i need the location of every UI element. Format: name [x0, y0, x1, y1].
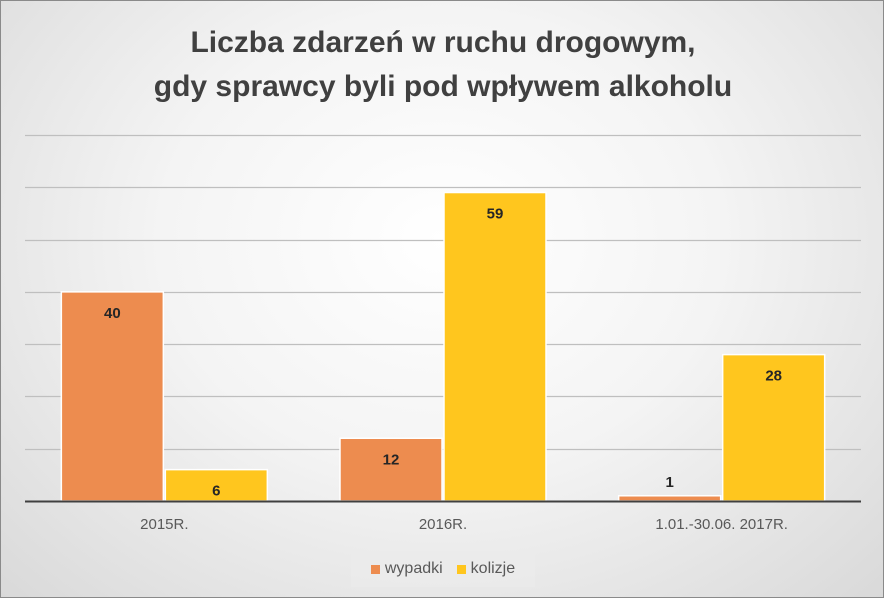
- bar-kolizje-1: [443, 191, 547, 502]
- chart-legend: wypadki kolizje: [351, 551, 535, 587]
- data-label-kolizje-2: 28: [765, 368, 782, 385]
- data-label-kolizje-0: 6: [212, 483, 220, 500]
- legend-item-wypadki: wypadki: [370, 560, 443, 578]
- bar-wypadki-1: [339, 437, 443, 502]
- bar-kolizje-0: [164, 468, 269, 502]
- data-label-wypadki-2: 1: [665, 474, 673, 491]
- legend-label-kolizje: kolizje: [470, 560, 516, 577]
- data-label-wypadki-0: 40: [104, 305, 121, 322]
- legend-item-kolizje: kolizje: [456, 560, 516, 578]
- bar-wypadki-0: [60, 291, 165, 502]
- bar-kolizje-2: [721, 353, 826, 502]
- legend-label-wypadki: wypadki: [384, 560, 443, 577]
- x-tick-label-2: 1.01.-30.06. 2017R.: [655, 516, 788, 533]
- chart-title-line-2: gdy sprawcy byli pod wpływem alkoholu: [153, 70, 733, 103]
- chart-title: Liczba zdarzeń w ruchu drogowym, gdy spr…: [1, 21, 883, 109]
- legend-swatch-kolizje: [456, 564, 466, 574]
- data-label-kolizje-1: 59: [487, 206, 504, 223]
- bar-wypadki-2: [617, 495, 722, 502]
- data-label-wypadki-1: 12: [383, 451, 400, 468]
- x-tick-label-1: 2016R.: [419, 516, 467, 533]
- chart-title-line-1: Liczba zdarzeń w ruchu drogowym,: [190, 26, 696, 59]
- legend-swatch-wypadki: [370, 564, 380, 574]
- x-tick-label-0: 2015R.: [140, 516, 188, 533]
